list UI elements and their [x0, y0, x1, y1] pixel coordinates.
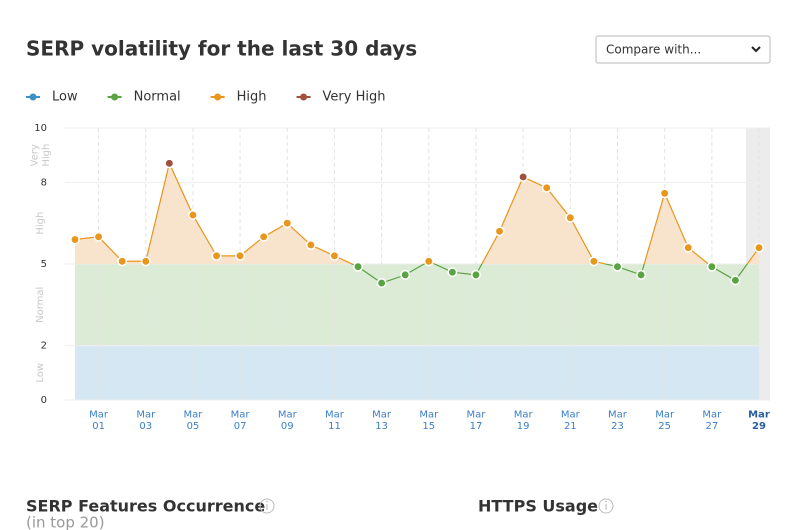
band-label: Low [35, 363, 46, 383]
point [117, 256, 128, 267]
x-tick-label: Mar 19 [514, 409, 534, 432]
compare-select[interactable]: Compare with... [595, 35, 771, 64]
area-high [75, 163, 759, 264]
chart-title: SERP volatility for the last 30 days [26, 37, 417, 61]
band [75, 345, 759, 400]
x-tick-label: Mar 11 [325, 409, 345, 432]
band [75, 264, 759, 346]
legend-swatch [300, 93, 308, 101]
features-title: SERP Features Occurrence [26, 497, 265, 516]
line-normal [350, 264, 748, 284]
https-title: HTTPS Usage [478, 497, 598, 516]
point [376, 278, 387, 288]
point [447, 267, 458, 278]
point [588, 256, 599, 267]
point [93, 231, 104, 242]
point [730, 275, 741, 286]
x-tick-label: Mar 29 [748, 409, 770, 432]
point [518, 172, 529, 182]
point [187, 210, 198, 220]
point [494, 226, 505, 237]
point [400, 269, 411, 280]
legend-label: High [237, 90, 267, 105]
x-tick-label: Mar 13 [372, 409, 392, 432]
x-tick-label: Mar 21 [561, 409, 581, 432]
point [235, 250, 246, 261]
point [329, 250, 340, 261]
point [636, 269, 647, 280]
y-tick-label: 10 [34, 123, 47, 134]
legend-label: Very High [323, 90, 386, 105]
point [612, 261, 623, 272]
point [164, 158, 175, 169]
y-tick-label: 5 [41, 259, 47, 270]
x-tick-label: Mar 23 [608, 409, 628, 432]
legend-swatch [111, 93, 119, 101]
point [140, 256, 151, 267]
x-tick-label: Mar 27 [702, 409, 722, 432]
info-icon[interactable] [598, 498, 614, 514]
info-icon[interactable] [259, 498, 275, 514]
point [70, 234, 80, 245]
x-tick-label: Mar 07 [231, 409, 251, 432]
x-tick-label: Mar 01 [89, 409, 109, 432]
band-label: High [35, 212, 46, 235]
select-box[interactable] [595, 35, 771, 64]
point [353, 261, 363, 272]
point [706, 261, 717, 272]
line-high [74, 161, 760, 264]
point [565, 212, 576, 223]
features-subtitle: (in top 20) [26, 514, 105, 530]
x-tick-label: Mar 17 [467, 409, 487, 432]
point [683, 242, 694, 253]
point [471, 269, 481, 280]
x-tick-label: Mar 03 [136, 409, 156, 432]
x-tick-label: Mar 05 [183, 409, 203, 432]
legend-swatch [214, 93, 222, 101]
legend-swatch [29, 93, 37, 101]
band-label: Normal [35, 287, 46, 323]
point [754, 242, 764, 253]
point [282, 218, 293, 229]
legend-label: Low [52, 90, 78, 105]
y-tick-label: 8 [41, 177, 47, 188]
point [423, 256, 434, 267]
y-tick-label: 0 [41, 395, 47, 406]
select-label[interactable]: Compare with... [606, 43, 701, 57]
point [258, 231, 269, 242]
band-label: VeryHigh [29, 144, 52, 167]
point [211, 250, 222, 261]
point [541, 182, 552, 193]
y-tick-label: 2 [41, 341, 47, 352]
point [305, 240, 316, 250]
select-arrow[interactable] [751, 46, 761, 53]
x-tick-label: Mar 25 [655, 409, 675, 432]
x-tick-label: Mar 15 [419, 409, 439, 432]
x-tick-label: Mar 09 [278, 409, 298, 432]
legend-label: Normal [134, 90, 181, 105]
point [659, 188, 670, 199]
